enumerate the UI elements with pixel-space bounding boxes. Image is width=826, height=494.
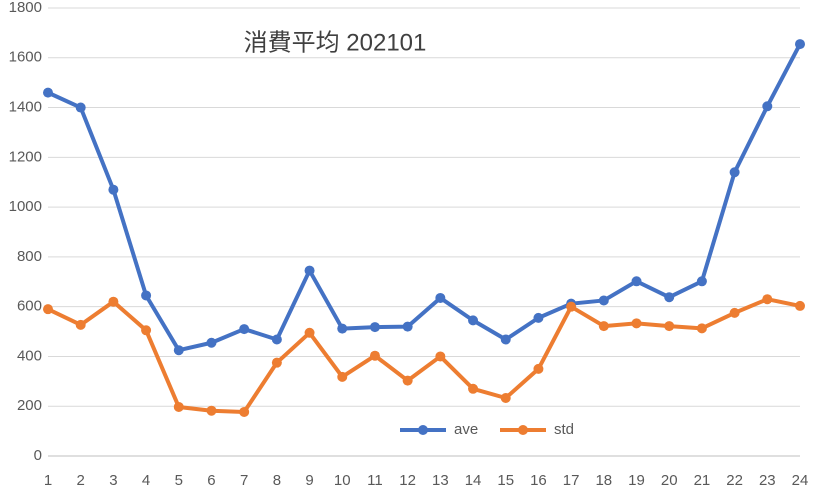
legend-label: std (554, 421, 574, 438)
y-tick-label: 1200 (9, 148, 42, 165)
x-tick-label: 24 (792, 472, 809, 489)
point (108, 184, 119, 195)
point (598, 321, 609, 332)
point (206, 337, 217, 348)
y-tick-label: 1600 (9, 49, 42, 66)
x-tick-label: 17 (563, 472, 580, 489)
chart-title: 消費平均 202101 (244, 29, 427, 56)
point (239, 406, 250, 417)
x-tick-label: 21 (694, 472, 711, 489)
point (500, 334, 511, 345)
line (47, 43, 802, 353)
point (468, 383, 479, 394)
point (500, 393, 511, 404)
x-tick-label: 11 (367, 472, 383, 489)
line (47, 297, 801, 414)
point (566, 301, 577, 312)
x-tick-label: 22 (726, 472, 743, 489)
x-tick-label: 18 (595, 472, 612, 489)
point (43, 87, 53, 98)
point (75, 102, 86, 113)
point (271, 357, 282, 368)
y-tick-label: 1400 (9, 99, 42, 116)
point (304, 327, 315, 338)
point (402, 375, 413, 386)
point (337, 371, 348, 382)
point (598, 295, 609, 306)
x-tick-label: 9 (305, 472, 313, 489)
point (533, 363, 544, 374)
point (173, 401, 184, 412)
x-tick-label: 6 (207, 472, 215, 489)
point (762, 294, 773, 305)
point (369, 322, 380, 333)
x-tick-label: 1 (44, 472, 52, 489)
x-tick-label: 23 (759, 472, 776, 489)
point (304, 265, 315, 276)
point (664, 321, 675, 332)
y-tick-label: 1000 (9, 198, 42, 215)
point (239, 324, 250, 335)
point (795, 39, 805, 50)
legend-marker (518, 425, 528, 435)
point (631, 276, 642, 287)
point (729, 167, 740, 178)
point (43, 304, 53, 315)
x-tick-label: 5 (175, 472, 183, 489)
x-tick-label: 10 (334, 472, 351, 489)
x-tick-label: 4 (142, 472, 150, 489)
point (435, 292, 446, 303)
point (664, 292, 675, 303)
point (631, 318, 642, 329)
point (729, 307, 740, 318)
point (141, 290, 152, 301)
x-tick-label: 7 (240, 472, 248, 489)
y-tick-label: 600 (17, 298, 42, 315)
point (108, 296, 119, 307)
x-tick-label: 2 (77, 472, 85, 489)
x-tick-label: 12 (399, 472, 416, 489)
y-tick-label: 1800 (9, 0, 42, 16)
x-tick-label: 13 (432, 472, 449, 489)
point (435, 351, 446, 362)
x-tick-label: 20 (661, 472, 678, 489)
y-tick-label: 400 (17, 347, 42, 364)
point (762, 101, 773, 112)
x-tick-label: 8 (273, 472, 281, 489)
point (337, 323, 348, 334)
x-tick-label: 16 (530, 472, 547, 489)
point (271, 334, 282, 345)
point (402, 321, 413, 332)
legend-marker (418, 425, 428, 435)
y-tick-label: 200 (17, 397, 42, 414)
point (468, 315, 479, 326)
point (141, 325, 152, 336)
y-tick-label: 800 (17, 248, 42, 265)
point (173, 345, 184, 356)
point (795, 300, 805, 311)
point (696, 276, 707, 287)
point (206, 405, 217, 416)
x-tick-label: 14 (465, 472, 482, 489)
x-tick-label: 19 (628, 472, 645, 489)
point (369, 350, 380, 361)
point (75, 319, 86, 330)
x-tick-label: 15 (497, 472, 514, 489)
point (533, 312, 544, 323)
y-tick-label: 0 (34, 447, 42, 464)
point (696, 323, 707, 334)
legend-label: ave (454, 421, 478, 438)
x-tick-label: 3 (109, 472, 117, 489)
